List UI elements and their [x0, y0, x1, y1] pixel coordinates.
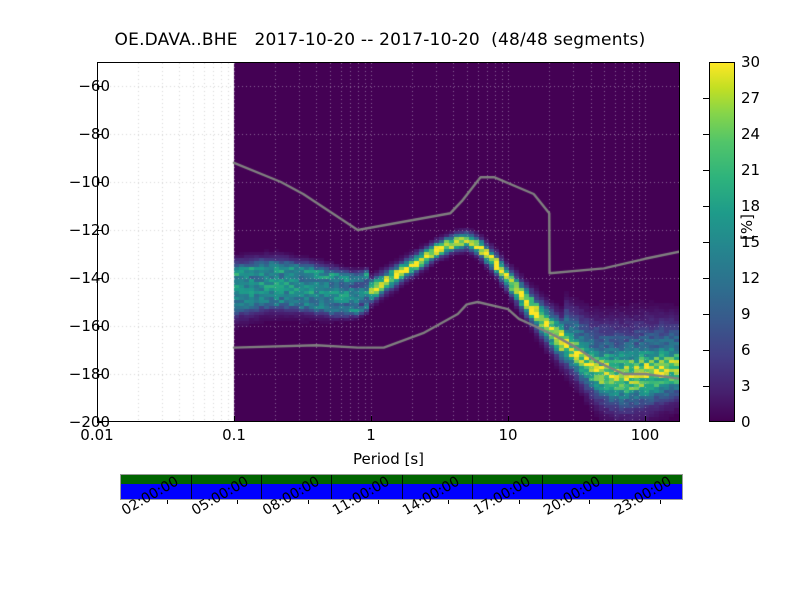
timeline-green-band: [121, 475, 192, 485]
colorbar-tick-label: 24: [741, 125, 761, 143]
colorbar-tick-mark: [703, 278, 710, 279]
colorbar-tick-label: 21: [741, 161, 761, 179]
colorbar-tick-label: 9: [741, 305, 751, 323]
colorbar-tick-mark: [703, 206, 710, 207]
page-title: OE.DAVA..BHE 2017-10-20 -- 2017-10-20 (4…: [114, 30, 646, 50]
y-tick-mark: [97, 182, 103, 183]
colorbar-tick-label: 30: [741, 53, 761, 71]
y-tick-label: −80: [78, 125, 110, 143]
colorbar-tick-label: 18: [741, 197, 761, 215]
y-tick-label: −60: [78, 77, 110, 95]
data-coverage-timeline[interactable]: [120, 474, 683, 500]
timeline-green-band: [261, 475, 332, 485]
y-tick-mark: [97, 86, 103, 87]
x-tick-label: 1: [366, 426, 376, 444]
timeline-segment[interactable]: [471, 475, 542, 499]
timeline-tick-mark: [378, 500, 380, 504]
timeline-green-band: [191, 475, 262, 485]
x-tick-mark: [234, 416, 235, 422]
colorbar-tick-mark: [703, 386, 710, 387]
timeline-green-band: [471, 475, 542, 485]
timeline-segment[interactable]: [611, 475, 682, 499]
timeline-blue-band: [541, 484, 612, 499]
timeline-tick-mark: [659, 500, 661, 504]
y-tick-label: −180: [68, 365, 110, 383]
colorbar-tick-label: 12: [741, 269, 761, 287]
timeline-blue-band: [401, 484, 472, 499]
y-tick-label: −160: [68, 317, 110, 335]
x-tick-mark: [645, 416, 647, 422]
timeline-green-band: [401, 475, 472, 485]
x-tick-label: 0.01: [80, 426, 114, 444]
timeline-blue-band: [611, 484, 682, 499]
x-tick-mark: [97, 416, 98, 422]
y-tick-label: −140: [68, 269, 110, 287]
timeline-green-band: [541, 475, 612, 485]
colorbar-tick-mark: [703, 98, 710, 99]
timeline-segment[interactable]: [261, 475, 332, 499]
ppsd-heatmap-canvas: [98, 63, 679, 421]
colorbar-tick-label: 27: [741, 89, 761, 107]
timeline-separator: [541, 475, 543, 499]
colorbar-tick-mark: [703, 170, 710, 171]
y-tick-mark: [97, 326, 103, 327]
y-tick-label: −200: [68, 413, 110, 431]
timeline-tick-mark: [166, 500, 168, 504]
y-tick-mark: [97, 422, 103, 423]
x-axis-label: Period [s]: [352, 450, 425, 468]
timeline-segment[interactable]: [401, 475, 472, 499]
timeline-blue-band: [121, 484, 192, 499]
x-tick-mark: [508, 416, 510, 422]
x-tick-label: 10: [498, 426, 518, 444]
timeline-separator: [611, 475, 613, 499]
colorbar-tick-label: 0: [741, 413, 751, 431]
timeline-blue-band: [471, 484, 542, 499]
colorbar-tick-mark: [703, 350, 710, 351]
ppsd-plot-area: [97, 62, 680, 422]
timeline-segment[interactable]: [121, 475, 192, 499]
x-tick-mark: [371, 416, 372, 422]
colorbar-tick-mark: [703, 314, 710, 315]
colorbar-tick-label: 6: [741, 341, 751, 359]
colorbar-tick-mark: [703, 134, 710, 135]
timeline-segment[interactable]: [331, 475, 402, 499]
colorbar-label: [%]: [738, 214, 756, 240]
timeline-separator: [471, 475, 473, 499]
timeline-segment[interactable]: [191, 475, 262, 499]
timeline-separator: [261, 475, 263, 499]
timeline-tick-mark: [589, 500, 591, 504]
timeline-blue-band: [331, 484, 402, 499]
timeline-green-band: [331, 475, 402, 485]
timeline-green-band: [611, 475, 682, 485]
y-tick-mark: [97, 230, 103, 231]
colorbar-tick-label: 15: [741, 233, 761, 251]
x-tick-label: 100: [630, 426, 660, 444]
y-tick-label: −100: [68, 173, 110, 191]
y-tick-mark: [97, 374, 103, 375]
x-tick-label: 0.1: [222, 426, 246, 444]
timeline-segment[interactable]: [541, 475, 612, 499]
timeline-tick-mark: [237, 500, 239, 504]
timeline-tick-mark: [518, 500, 520, 504]
colorbar: [709, 62, 735, 422]
timeline-separator: [191, 475, 193, 499]
y-tick-label: −120: [68, 221, 110, 239]
colorbar-tick-mark: [703, 242, 710, 243]
timeline-blue-band: [191, 484, 262, 499]
colorbar-tick-label: 3: [741, 377, 751, 395]
timeline-blue-band: [261, 484, 332, 499]
timeline-separator: [401, 475, 403, 499]
y-tick-mark: [97, 134, 103, 135]
timeline-tick-mark: [448, 500, 450, 504]
y-tick-mark: [97, 278, 103, 279]
timeline-separator: [331, 475, 333, 499]
timeline-tick-mark: [307, 500, 309, 504]
